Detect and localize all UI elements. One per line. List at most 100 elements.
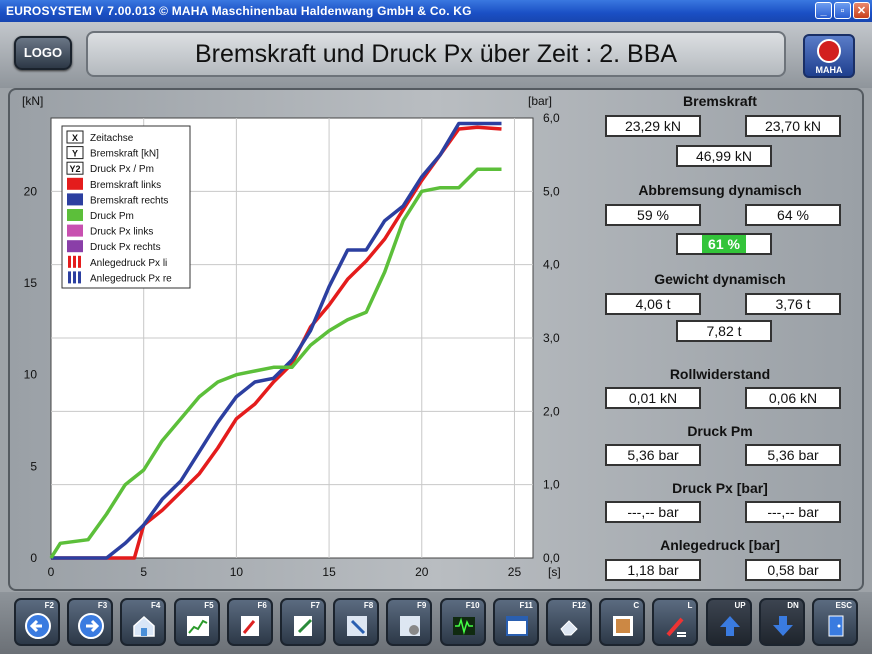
x-tick-label: 10 <box>230 565 244 579</box>
abbremsung-total-box: 61 % <box>676 233 772 255</box>
gewicht-sum-value: 7,82 t <box>676 320 772 342</box>
druck-px-left-value: ---,-- bar <box>605 501 701 523</box>
arrow-right-icon <box>78 613 105 639</box>
function-key-esc[interactable]: ESC <box>812 598 858 646</box>
legend-label: Bremskraft [kN] <box>90 149 159 160</box>
restore-icon[interactable]: ▫ <box>834 2 851 19</box>
window-title: EUROSYSTEM V 7.00.013 © MAHA Maschinenba… <box>6 4 472 18</box>
function-key-label: F11 <box>519 601 533 610</box>
druck-px-right-value: ---,-- bar <box>745 501 841 523</box>
x-tick-label: 25 <box>508 565 522 579</box>
oscilloscope-icon <box>451 613 477 639</box>
function-key-f4[interactable]: F4 <box>120 598 167 646</box>
x-tick-label: 0 <box>48 565 55 579</box>
function-key-f7[interactable]: F7 <box>280 598 326 646</box>
legend-swatch <box>67 240 83 253</box>
brand-name: MAHA <box>815 65 843 75</box>
gewicht-left-value: 4,06 t <box>605 293 701 315</box>
x-unit: [s] <box>548 565 561 579</box>
anlegedruck-title: Anlegedruck [bar] <box>660 537 780 553</box>
color-palette-icon <box>610 613 636 639</box>
legend-label: Zeitachse <box>90 133 134 144</box>
legend-swatch <box>67 193 83 206</box>
close-icon[interactable]: ✕ <box>853 2 870 19</box>
function-key-f6[interactable]: F6 <box>226 598 273 646</box>
legend-label: Druck Px rechts <box>90 242 161 253</box>
function-key-label: F6 <box>257 601 267 610</box>
chart-icon <box>185 613 211 639</box>
x-tick-label: 15 <box>322 565 336 579</box>
function-key-label: F12 <box>572 601 586 610</box>
pointer-icon <box>344 613 370 639</box>
druck-pm-left-value: 5,36 bar <box>605 444 701 466</box>
window-icon <box>504 613 530 639</box>
legend-marker-box <box>66 146 84 160</box>
print-preview-icon <box>238 613 264 639</box>
function-key-f10[interactable]: F10 <box>439 598 486 646</box>
x-tick-label: 5 <box>140 565 147 579</box>
function-key-label: F8 <box>363 601 374 610</box>
function-key-f5[interactable]: F5 <box>173 598 220 646</box>
y-left-tick-label: 0 <box>30 551 37 565</box>
legend-label: Druck Px links <box>90 227 153 238</box>
legend-label: Druck Pm <box>90 211 134 222</box>
y-right-tick-label: 6,0 <box>543 111 560 125</box>
gewicht-title: Gewicht dynamisch <box>654 271 786 287</box>
function-key-label: ESC <box>835 601 852 610</box>
legend-swatch-dashed <box>68 255 71 268</box>
chart-area: 0 5 10 15 20 25 0,0 1,0 2,0 3,0 4,0 5,0 6,0 0 5 10 15 20 [… <box>22 94 561 579</box>
brand-logo: MAHA <box>803 34 855 78</box>
seal-icon <box>817 39 841 63</box>
abbremsung-total-value: 61 % <box>702 235 746 253</box>
minimize-icon[interactable]: _ <box>815 2 832 19</box>
function-key-f3[interactable]: F3 <box>67 598 114 646</box>
function-key-f12[interactable]: F12 <box>546 598 592 646</box>
function-key-label: UP <box>734 601 746 610</box>
function-key-f8[interactable]: F8 <box>333 598 380 646</box>
function-key-f9[interactable]: F9 <box>386 598 433 646</box>
y-left-tick-label: 5 <box>30 459 37 473</box>
function-key-f2[interactable]: F2 <box>14 598 60 646</box>
edit-icon <box>291 613 317 639</box>
y-right-tick-label: 1,0 <box>543 478 560 492</box>
y-left-unit: [kN] <box>22 94 43 108</box>
abbremsung-right-value: 64 % <box>745 204 841 226</box>
legend-swatch-dashed <box>73 255 76 268</box>
y-right-tick-label: 0,0 <box>543 551 560 565</box>
function-key-f11[interactable]: F11 <box>492 598 539 646</box>
legend-marker-box <box>66 130 84 144</box>
arrow-up-icon <box>717 613 743 639</box>
function-key-label: F9 <box>417 601 427 610</box>
function-key-c[interactable]: C <box>599 598 646 646</box>
y-left-tick-label: 20 <box>24 184 38 198</box>
legend-swatch <box>67 224 83 237</box>
y-right-tick-label: 4,0 <box>543 258 560 272</box>
rollwiderstand-right-value: 0,06 kN <box>745 387 841 409</box>
legend-marker: Y <box>72 149 78 159</box>
function-key-dn[interactable]: DN <box>758 598 805 646</box>
druck-pm-title: Druck Pm <box>687 423 753 439</box>
function-key-label: F4 <box>151 601 161 610</box>
window-titlebar: EUROSYSTEM V 7.00.013 © MAHA Maschinenba… <box>0 0 872 22</box>
legend-swatch <box>67 177 83 190</box>
y-right-tick-label: 2,0 <box>543 404 560 418</box>
legend-marker: Y2 <box>69 164 80 174</box>
eraser-icon <box>557 613 583 639</box>
legend-swatch-dashed <box>73 271 76 284</box>
function-key-toolbar: F2 F3 F4 F5 F6 F7 F8 F9 F10 F11 F12 C L UP DN ESC <box>0 592 872 654</box>
legend-swatch-dashed <box>68 271 71 284</box>
y-left-tick-label: 10 <box>24 368 38 382</box>
function-key-up[interactable]: UP <box>705 598 752 646</box>
function-key-l[interactable]: L <box>652 598 699 646</box>
legend-label: Anlegedruck Px re <box>90 273 172 284</box>
legend-swatch-dashed <box>78 271 81 284</box>
home-icon <box>131 613 157 639</box>
bremskraft-title: Bremskraft <box>683 93 757 109</box>
page-title-panel: Bremskraft und Druck Px über Zeit : 2. B… <box>86 31 786 77</box>
x-tick-label: 20 <box>415 565 429 579</box>
function-key-label: F3 <box>97 601 108 610</box>
function-key-label: F7 <box>310 601 320 610</box>
rollwiderstand-left-value: 0,01 kN <box>605 387 701 409</box>
logo-button[interactable]: LOGO <box>14 36 72 70</box>
bremskraft-sum-value: 46,99 kN <box>676 145 772 167</box>
